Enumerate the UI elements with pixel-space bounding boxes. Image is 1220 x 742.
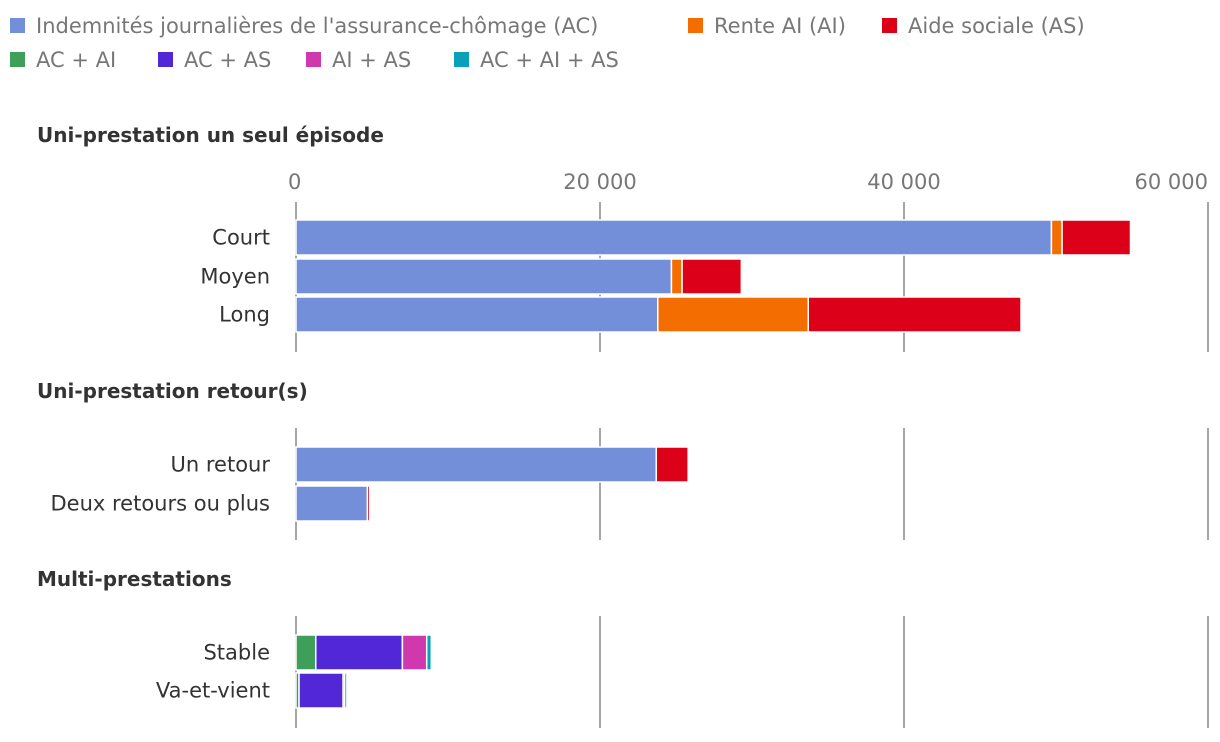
legend-label: Rente AI (AI) [714,14,846,38]
bar-segment-ac [295,296,659,333]
bar-segment-ac-ai-as [343,672,348,709]
bar-segment-as [366,485,371,522]
legend-label: AC + AI [36,48,116,72]
category-label: Un retour [171,453,271,477]
bar-segment-ac-ai [295,634,317,671]
legend-label: AC + AI + AS [480,48,619,72]
bar-segment-ai [657,296,809,333]
bar-segment-ac-ai-as [425,634,433,671]
bar-segment-ac [295,219,1053,256]
legend-label: Indemnités journalières de l'assurance-c… [36,14,598,38]
panel-title: Uni-prestation retour(s) [37,379,308,403]
category-label: Deux retours ou plus [51,492,271,516]
legend-label: AI + AS [332,48,411,72]
legend-label: AC + AS [184,48,271,72]
legend-swatch [882,18,897,33]
bar-segment-ac-as [298,672,344,709]
category-label: Court [212,226,270,250]
category-label: Long [219,303,270,327]
bar-segment-as [1061,219,1132,256]
bar-segment-ai-as [401,634,428,671]
x-tick-label: 0 [288,170,301,194]
x-tick-label: 20 000 [563,170,636,194]
legend-swatch [688,18,703,33]
bar-segment-ai [1050,219,1063,256]
legend-swatch [158,52,173,67]
bar-segment-ac [295,446,657,483]
panel-title: Multi-prestations [37,567,232,591]
bar-segment-as [807,296,1022,333]
legend-swatch [10,52,25,67]
legend-label: Aide sociale (AS) [908,14,1085,38]
bar-segment-ai [670,258,683,295]
category-label: Stable [203,641,270,665]
x-tick-label: 40 000 [867,170,940,194]
bar-segment-as [681,258,743,295]
panel-title: Uni-prestation un seul épisode [37,123,384,147]
bar-segment-as [655,446,689,483]
x-tick-label: 60 000 [1135,170,1208,194]
legend-swatch [306,52,321,67]
bar-segment-ac-as [315,634,404,671]
legend-swatch [10,18,25,33]
bar-segment-ac [295,258,673,295]
category-label: Moyen [200,265,270,289]
legend-swatch [454,52,469,67]
category-label: Va-et-vient [156,679,270,703]
bar-segment-ac [295,485,369,522]
